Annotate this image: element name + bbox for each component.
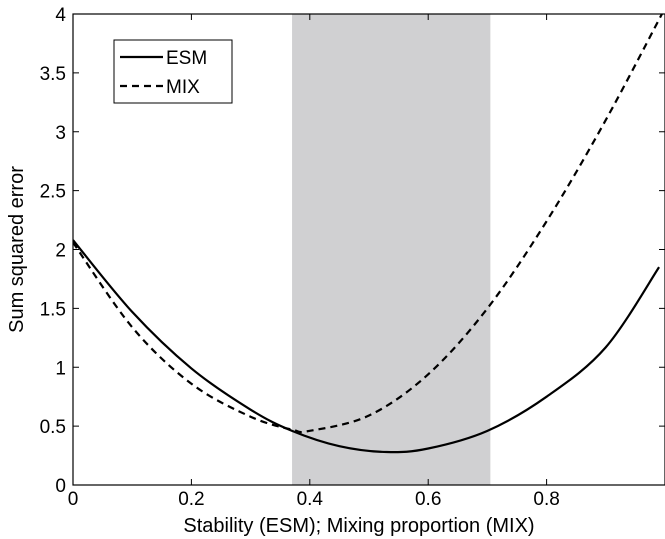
x-tick-label: 0.2 (178, 489, 204, 510)
plot-area (292, 14, 491, 485)
plot-frame (72, 13, 665, 486)
y-tick-label: 0.5 (40, 417, 66, 438)
y-tick-label: 1.5 (40, 299, 66, 320)
y-tick-label: 1 (55, 358, 66, 379)
x-tick-label: 0.6 (415, 489, 441, 510)
shaded-region (292, 14, 491, 485)
legend-label-esm: ESM (166, 48, 207, 69)
x-tick-label: 0 (68, 489, 79, 510)
x-tick-label: 0.4 (297, 489, 324, 510)
y-tick-label: 2 (55, 241, 66, 262)
y-tick-label: 0 (55, 476, 66, 497)
y-tick-label: 3.5 (40, 64, 66, 85)
x-axis-label: Stability (ESM); Mixing proportion (MIX) (183, 515, 534, 537)
legend: ESM MIX (113, 39, 233, 104)
series-line-esm (73, 239, 660, 454)
series-group (73, 14, 664, 454)
legend-label-mix: MIX (166, 77, 200, 98)
y-tick-label: 2.5 (40, 182, 66, 203)
series-line-mix (73, 14, 664, 434)
y-tick-label: 4 (55, 5, 66, 26)
y-axis-label: Sum squared error (6, 166, 28, 333)
legend-box (113, 39, 233, 104)
axis-ticks: 0 0.2 0.4 0.6 0.8 0 0.5 1 1.5 2 2.5 3 3.5 4 (40, 5, 665, 510)
y-tick-label: 3 (55, 123, 66, 144)
x-tick-label: 0.8 (533, 489, 559, 510)
